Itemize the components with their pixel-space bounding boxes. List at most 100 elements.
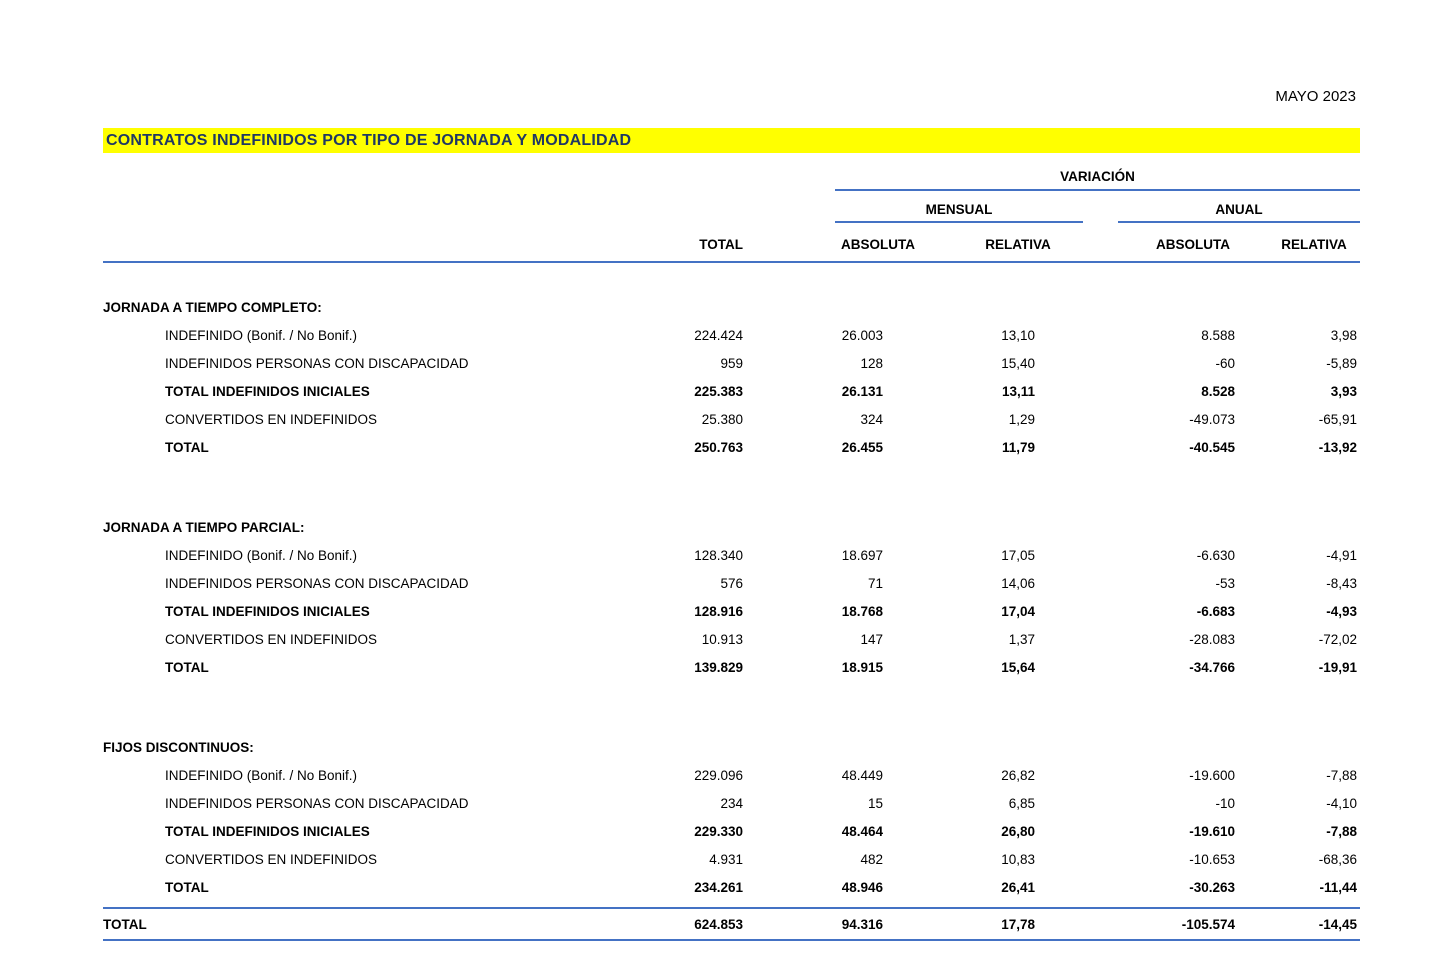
cell-anual-relativa: -4,10: [1326, 795, 1357, 811]
header-mensual-relativa: RELATIVA: [985, 237, 1051, 252]
cell-anual-relativa: -19,91: [1318, 659, 1357, 675]
cell-anual-absoluta: -53: [1215, 575, 1235, 591]
table-section: FIJOS DISCONTINUOS: INDEFINIDO (Bonif. / …: [103, 733, 1360, 901]
cell-mensual-absoluta: 18.768: [841, 603, 883, 619]
header-mensual-absoluta: ABSOLUTA: [841, 237, 915, 252]
cell-total: 128.340: [694, 547, 743, 563]
cell-total: 4.931: [709, 851, 743, 867]
cell-anual-absoluta: -10: [1215, 795, 1235, 811]
table-row: INDEFINIDO (Bonif. / No Bonif.) 229.096 48…: [103, 761, 1360, 789]
cell-total: 25.380: [701, 411, 743, 427]
table-row: INDEFINIDOS PERSONAS CON DISCAPACIDAD 576…: [103, 569, 1360, 597]
table-row: TOTAL INDEFINIDOS INICIALES 229.330 48.464…: [103, 817, 1360, 845]
cell-total: 139.829: [694, 659, 743, 675]
row-label: TOTAL INDEFINIDOS INICIALES: [165, 383, 370, 399]
grand-total-mensual-relativa: 17,78: [1001, 916, 1035, 932]
table-section: JORNADA A TIEMPO PARCIAL: INDEFINIDO (Bon…: [103, 513, 1360, 681]
cell-anual-relativa: 3,98: [1330, 327, 1357, 343]
cell-mensual-relativa: 13,10: [1001, 327, 1035, 343]
cell-total: 576: [720, 575, 743, 591]
table-row: CONVERTIDOS EN INDEFINIDOS 25.380 324 1,29 -…: [103, 405, 1360, 433]
row-label: INDEFINIDO (Bonif. / No Bonif.): [165, 547, 358, 563]
cell-total: 229.330: [694, 823, 743, 839]
cell-total: 234.261: [694, 879, 743, 895]
cell-mensual-absoluta: 18.915: [841, 659, 883, 675]
header-row-columns: TOTAL ABSOLUTA RELATIVA ABSOLUTA RELATIV…: [103, 223, 1360, 261]
cell-mensual-relativa: 14,06: [1001, 575, 1035, 591]
cell-mensual-absoluta: 15: [867, 795, 883, 811]
cell-mensual-absoluta: 48.946: [841, 879, 883, 895]
cell-total: 128.916: [694, 603, 743, 619]
cell-anual-relativa: -8,43: [1326, 575, 1357, 591]
cell-anual-relativa: -5,89: [1326, 355, 1357, 371]
cell-anual-absoluta: -10.653: [1189, 851, 1235, 867]
cell-anual-relativa: -7,88: [1326, 823, 1357, 839]
cell-anual-relativa: 3,93: [1330, 383, 1357, 399]
cell-mensual-relativa: 13,11: [1001, 383, 1035, 399]
section-title-row: FIJOS DISCONTINUOS:: [103, 733, 1360, 761]
section-title: JORNADA A TIEMPO PARCIAL:: [103, 519, 305, 535]
grand-total-label: TOTAL: [103, 916, 147, 932]
grand-total-anual-relativa: -14,45: [1318, 916, 1357, 932]
cell-total: 234: [720, 795, 743, 811]
cell-total: 959: [720, 355, 743, 371]
header-variacion: VARIACIÓN: [835, 169, 1360, 191]
table-body: JORNADA A TIEMPO COMPLETO: INDEFINIDO (Bo…: [103, 263, 1360, 901]
cell-mensual-relativa: 1,37: [1008, 631, 1035, 647]
contracts-table: VARIACIÓN MENSUAL ANUAL TOTAL ABSOLUTA R…: [103, 165, 1360, 941]
cell-mensual-relativa: 17,05: [1001, 547, 1035, 563]
cell-mensual-relativa: 17,04: [1001, 603, 1035, 619]
grand-total-mensual-absoluta: 94.316: [841, 916, 883, 932]
row-label: INDEFINIDOS PERSONAS CON DISCAPACIDAD: [165, 575, 469, 591]
cell-anual-absoluta: -30.263: [1189, 879, 1235, 895]
row-label: INDEFINIDOS PERSONAS CON DISCAPACIDAD: [165, 795, 469, 811]
cell-mensual-absoluta: 26.131: [841, 383, 883, 399]
row-label: CONVERTIDOS EN INDEFINIDOS: [165, 851, 378, 867]
cell-mensual-absoluta: 26.455: [841, 439, 883, 455]
cell-anual-absoluta: -49.073: [1189, 411, 1235, 427]
row-label: INDEFINIDO (Bonif. / No Bonif.): [165, 767, 358, 783]
row-label: INDEFINIDO (Bonif. / No Bonif.): [165, 327, 358, 343]
cell-anual-absoluta: -34.766: [1189, 659, 1235, 675]
cell-anual-relativa: -7,88: [1326, 767, 1357, 783]
cell-mensual-relativa: 26,41: [1001, 879, 1035, 895]
cell-mensual-absoluta: 48.464: [841, 823, 883, 839]
row-label: TOTAL: [165, 439, 209, 455]
report-date: MAYO 2023: [1275, 88, 1356, 105]
cell-anual-absoluta: -19.600: [1189, 767, 1235, 783]
cell-mensual-absoluta: 71: [867, 575, 883, 591]
cell-anual-absoluta: 8.588: [1201, 327, 1235, 343]
cell-mensual-relativa: 10,83: [1001, 851, 1035, 867]
header-anual-absoluta: ABSOLUTA: [1156, 237, 1230, 252]
table-section: JORNADA A TIEMPO COMPLETO: INDEFINIDO (Bo…: [103, 293, 1360, 461]
row-label: TOTAL: [165, 659, 209, 675]
cell-total: 229.096: [694, 767, 743, 783]
table-row: INDEFINIDO (Bonif. / No Bonif.) 128.340 18…: [103, 541, 1360, 569]
row-label: TOTAL: [165, 879, 209, 895]
row-label: INDEFINIDOS PERSONAS CON DISCAPACIDAD: [165, 355, 469, 371]
cell-anual-relativa: -65,91: [1318, 411, 1357, 427]
header-anual: ANUAL: [1118, 202, 1360, 223]
cell-anual-relativa: -68,36: [1318, 851, 1357, 867]
cell-anual-relativa: -4,93: [1326, 603, 1357, 619]
cell-mensual-relativa: 15,40: [1001, 355, 1035, 371]
row-label: TOTAL INDEFINIDOS INICIALES: [165, 823, 370, 839]
grand-total-total: 624.853: [694, 916, 743, 932]
header-mensual: MENSUAL: [835, 202, 1083, 223]
table-row: INDEFINIDOS PERSONAS CON DISCAPACIDAD 959…: [103, 349, 1360, 377]
grand-total-row: TOTAL 624.853 94.316 17,78 -105.574 -14,45: [103, 907, 1360, 941]
header-total: TOTAL: [699, 237, 743, 252]
section-title: JORNADA A TIEMPO COMPLETO:: [103, 299, 322, 315]
table-row: TOTAL INDEFINIDOS INICIALES 128.916 18.768…: [103, 597, 1360, 625]
section-title-row: JORNADA A TIEMPO COMPLETO:: [103, 293, 1360, 321]
cell-total: 250.763: [694, 439, 743, 455]
table-row: CONVERTIDOS EN INDEFINIDOS 4.931 482 10,83 -…: [103, 845, 1360, 873]
cell-total: 225.383: [694, 383, 743, 399]
cell-mensual-absoluta: 482: [860, 851, 883, 867]
table-row: INDEFINIDO (Bonif. / No Bonif.) 224.424 26…: [103, 321, 1360, 349]
cell-mensual-relativa: 26,82: [1001, 767, 1035, 783]
cell-mensual-absoluta: 48.449: [841, 767, 883, 783]
cell-mensual-relativa: 26,80: [1001, 823, 1035, 839]
cell-anual-relativa: -72,02: [1318, 631, 1357, 647]
